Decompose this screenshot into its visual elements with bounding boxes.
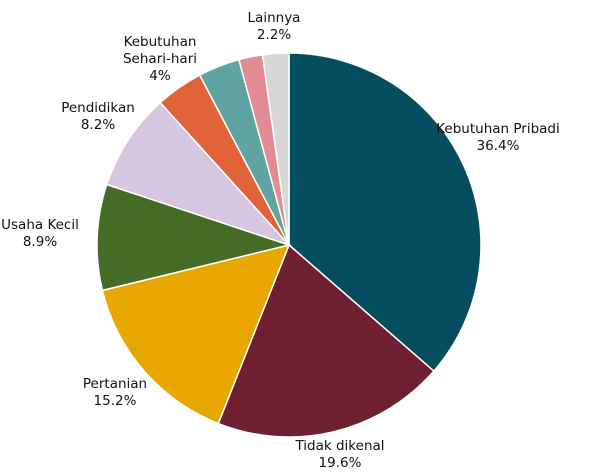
slice-label: Pertanian — [83, 376, 147, 392]
pie-slice — [261, 52, 290, 246]
pie-slice — [217, 243, 435, 438]
slice-label: Kebutuhan Sehari-hari — [123, 34, 197, 67]
value-label: 8.9% — [23, 234, 57, 250]
slice-label: Lainnya — [248, 10, 301, 26]
pie-slice — [288, 52, 482, 373]
value-label: 15.2% — [94, 393, 137, 409]
slice-label: Kebutuhan Pribadi — [436, 121, 560, 137]
pie-slice — [96, 183, 292, 292]
value-label: 36.4% — [477, 138, 520, 154]
value-label: 2.2% — [257, 27, 291, 43]
slice-label: Tidak dikenal — [294, 438, 384, 454]
value-label: 19.6% — [319, 455, 362, 471]
slice-label: Pendidikan — [61, 100, 135, 116]
value-label: 8.2% — [81, 117, 115, 133]
slice-label: Usaha Kecil — [1, 217, 79, 233]
pie-slice — [101, 243, 291, 425]
value-label: 4% — [149, 68, 171, 84]
pie-slice — [105, 101, 292, 247]
